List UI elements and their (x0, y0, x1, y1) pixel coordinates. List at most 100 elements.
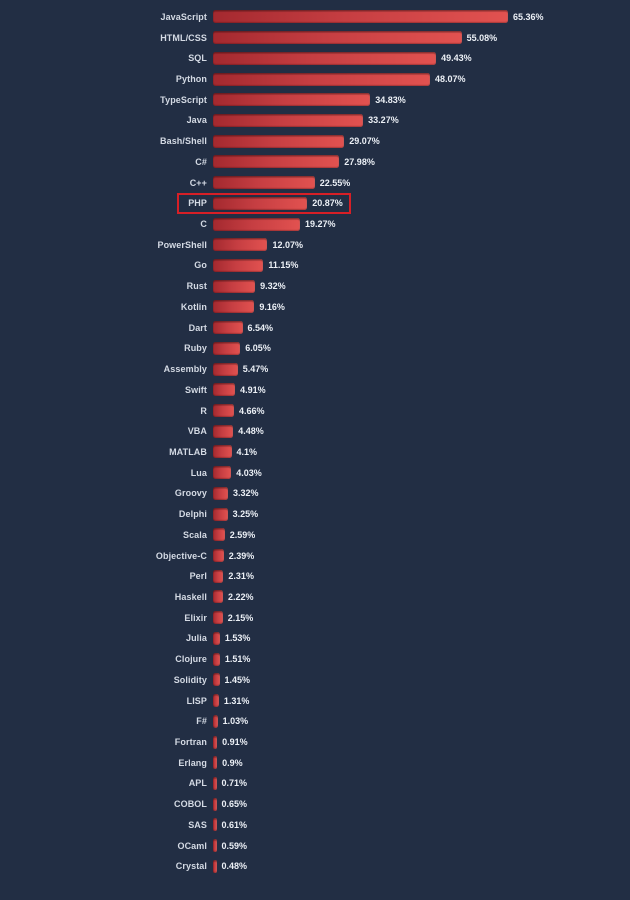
chart-row: Go 11.15% (0, 255, 630, 276)
chart-row: MATLAB 4.1% (0, 442, 630, 463)
category-label: Assembly (163, 364, 207, 375)
chart-row: PHP 20.87% (0, 193, 630, 214)
bar (213, 818, 217, 832)
bar (213, 631, 220, 645)
value-label: 1.51% (224, 654, 251, 665)
chart-row: Lua 4.03% (0, 462, 630, 483)
bar (213, 569, 224, 583)
category-label: Elixir (184, 612, 207, 623)
category-label: Crystal (175, 861, 207, 872)
category-label: Rust (186, 281, 207, 292)
value-label: 0.91% (222, 737, 248, 748)
bar (213, 300, 255, 314)
chart-row: JavaScript 65.36% (0, 7, 630, 28)
value-label: 2.22% (228, 591, 254, 602)
value-label: 11.15% (268, 260, 299, 271)
value-label: 1.31% (223, 695, 250, 706)
value-label: 9.32% (260, 281, 286, 292)
bar (213, 134, 345, 148)
value-label: 55.08% (466, 32, 498, 43)
bar (213, 714, 218, 728)
chart-row: Haskell 2.22% (0, 587, 630, 608)
bar (213, 93, 371, 107)
bar (213, 466, 232, 480)
category-label: LISP (186, 695, 207, 706)
value-label: 9.16% (259, 301, 285, 312)
category-label: Ruby (184, 343, 207, 354)
bar (213, 31, 462, 45)
bar (213, 238, 268, 252)
value-label: 33.27% (368, 115, 399, 126)
value-label: 2.39% (228, 550, 255, 561)
category-label: PHP (188, 198, 207, 209)
chart-row: Fortran 0.91% (0, 732, 630, 753)
chart-row: COBOL 0.65% (0, 794, 630, 815)
category-label: Dart (188, 322, 207, 333)
chart-row: F# 1.03% (0, 711, 630, 732)
value-label: 19.27% (304, 219, 336, 230)
category-label: PowerShell (157, 239, 207, 250)
category-label: Scala (182, 529, 207, 540)
chart-row: Java 33.27% (0, 110, 630, 131)
bar (213, 673, 220, 687)
value-label: 3.32% (232, 488, 259, 499)
category-label: SQL (188, 53, 207, 64)
bar (213, 113, 364, 127)
category-label: C++ (189, 177, 207, 188)
value-label: 20.87% (312, 198, 343, 209)
category-label: Kotlin (180, 301, 207, 312)
chart-row: PowerShell 12.07% (0, 234, 630, 255)
value-label: 2.15% (227, 612, 254, 623)
category-label: R (200, 405, 207, 416)
bar (213, 590, 224, 604)
value-label: 0.9% (222, 757, 243, 768)
chart-row: Crystal 0.48% (0, 856, 630, 877)
value-label: 2.31% (228, 571, 254, 582)
value-label: 1.45% (224, 674, 251, 685)
bar (213, 155, 340, 169)
chart-row: LISP 1.31% (0, 690, 630, 711)
bar (213, 176, 315, 190)
bar (213, 859, 217, 873)
chart-row: Objective-C 2.39% (0, 545, 630, 566)
bar (213, 424, 234, 438)
category-label: Perl (189, 571, 207, 582)
chart-row: Rust 9.32% (0, 276, 630, 297)
bar (213, 486, 228, 500)
value-label: 22.55% (319, 177, 351, 188)
category-label: Swift (185, 384, 207, 395)
category-label: Erlang (178, 757, 207, 768)
value-label: 49.43% (441, 53, 472, 64)
value-label: 6.54% (247, 322, 274, 333)
category-label: Objective-C (155, 550, 207, 561)
category-label: Solidity (173, 674, 207, 685)
chart-row: Delphi 3.25% (0, 504, 630, 525)
category-label: JavaScript (160, 11, 207, 22)
value-label: 0.59% (221, 840, 248, 851)
category-label: OCaml (177, 840, 207, 851)
chart-row: Julia 1.53% (0, 628, 630, 649)
bar (213, 51, 437, 65)
chart-row: C++ 22.55% (0, 172, 630, 193)
value-label: 6.05% (245, 343, 271, 354)
chart-row: Ruby 6.05% (0, 338, 630, 359)
chart-row: Clojure 1.51% (0, 649, 630, 670)
chart-row: VBA 4.48% (0, 421, 630, 442)
bar (213, 756, 218, 770)
bar (213, 362, 238, 376)
chart-rows: JavaScript 65.36% HTML/CSS 55.08% SQL 49.43% P… (0, 7, 630, 877)
chart-row: C# 27.98% (0, 152, 630, 173)
chart-row: C 19.27% (0, 214, 630, 235)
value-label: 0.61% (221, 819, 248, 830)
category-label: Python (175, 74, 207, 85)
bar (213, 528, 225, 542)
chart-row: OCaml 0.59% (0, 835, 630, 856)
bar (213, 652, 220, 666)
value-label: 2.59% (229, 529, 256, 540)
bar (213, 776, 217, 790)
category-label: C (200, 219, 207, 230)
category-label: Haskell (174, 591, 207, 602)
chart-row: Elixir 2.15% (0, 607, 630, 628)
category-label: VBA (187, 426, 207, 437)
bar (213, 839, 217, 853)
